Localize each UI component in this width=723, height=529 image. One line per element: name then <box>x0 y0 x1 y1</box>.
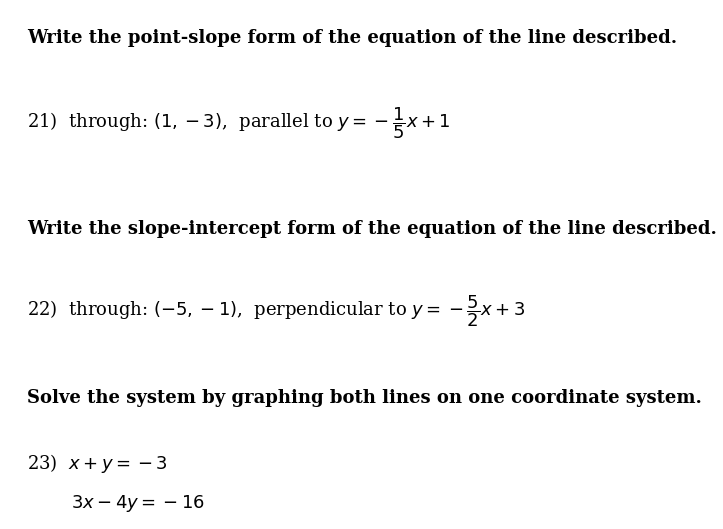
Text: Write the point-slope form of the equation of the line described.: Write the point-slope form of the equati… <box>27 29 677 47</box>
Text: 21)  through: $\left(1, -3\right)$,  parallel to $y = -\dfrac{1}{5}x + 1$: 21) through: $\left(1, -3\right)$, paral… <box>27 106 451 141</box>
Text: Write the slope-intercept form of the equation of the line described.: Write the slope-intercept form of the eq… <box>27 220 717 238</box>
Text: Solve the system by graphing both lines on one coordinate system.: Solve the system by graphing both lines … <box>27 389 702 407</box>
Text: 23)  $x + y = -3$: 23) $x + y = -3$ <box>27 452 168 475</box>
Text: 22)  through: $\left(-5, -1\right)$,  perpendicular to $y = -\dfrac{5}{2}x + 3$: 22) through: $\left(-5, -1\right)$, perp… <box>27 294 526 329</box>
Text: $3x - 4y = -16$: $3x - 4y = -16$ <box>71 493 205 514</box>
